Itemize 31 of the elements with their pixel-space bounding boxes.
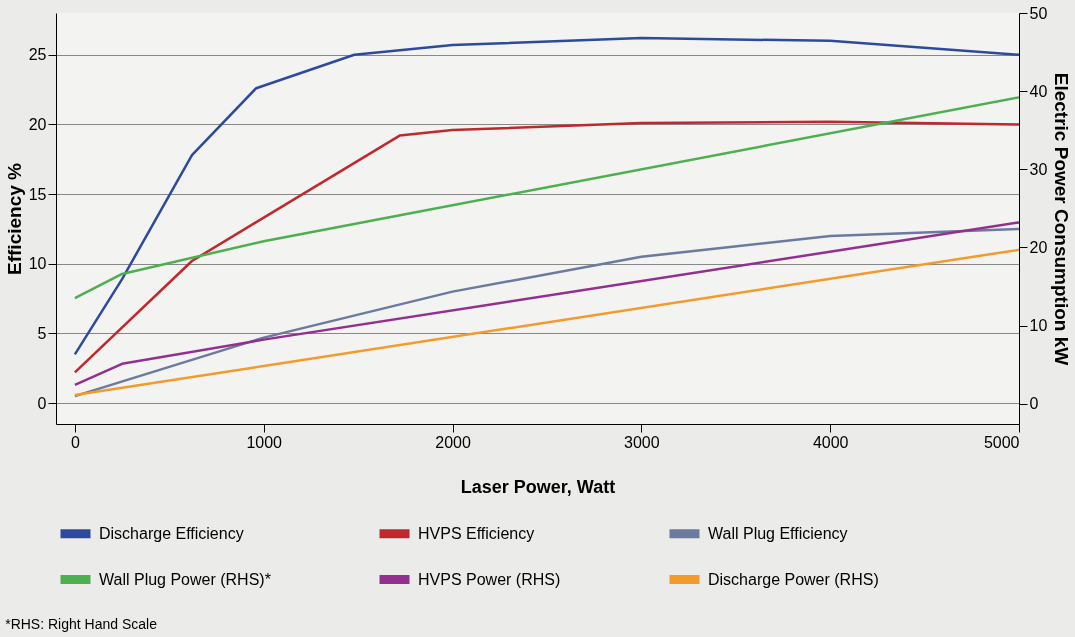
legend-label: Discharge Efficiency [99, 524, 244, 542]
y-axis-title: Efficiency % [3, 162, 25, 275]
legend-label: HVPS Efficiency [418, 524, 535, 542]
legend-label: Discharge Power (RHS) [708, 570, 879, 588]
x-tick-label: 0 [70, 433, 80, 451]
y2-tick-label: 50 [1029, 4, 1048, 22]
y2-tick-label: 40 [1029, 82, 1048, 100]
legend-label: HVPS Power (RHS) [418, 570, 561, 588]
legend-label: Wall Plug Power (RHS)* [99, 570, 271, 588]
y-tick-label: 0 [37, 394, 47, 412]
x-tick-label: 3000 [624, 433, 660, 451]
x-axis-title: Laser Power, Watt [460, 476, 616, 497]
x-tick-label: 4000 [812, 433, 849, 451]
y2-tick-label: 10 [1029, 317, 1048, 335]
y2-tick-label: 20 [1029, 238, 1048, 256]
y-tick-label: 20 [28, 115, 47, 133]
line-series [73, 96, 1021, 300]
y2-tick-label: 0 [1029, 395, 1039, 413]
y2-axis-title: Electric Power Consumption kW [1051, 72, 1073, 366]
y-tick-label: 10 [28, 255, 47, 273]
legend-label: Wall Plug Efficiency [708, 524, 848, 542]
y-tick-label: 5 [37, 324, 47, 342]
line-series [73, 120, 1021, 374]
y-tick-label: 15 [28, 185, 47, 203]
y2-tick-label: 30 [1029, 160, 1048, 178]
line-series [73, 36, 1021, 356]
x-tick-label: 2000 [435, 433, 471, 451]
y-tick-label: 25 [28, 46, 47, 64]
text: *RHS: Right Hand Scale [5, 616, 158, 632]
x-tick-label: 5000 [983, 433, 1020, 451]
x-tick-label: 1000 [246, 433, 283, 451]
